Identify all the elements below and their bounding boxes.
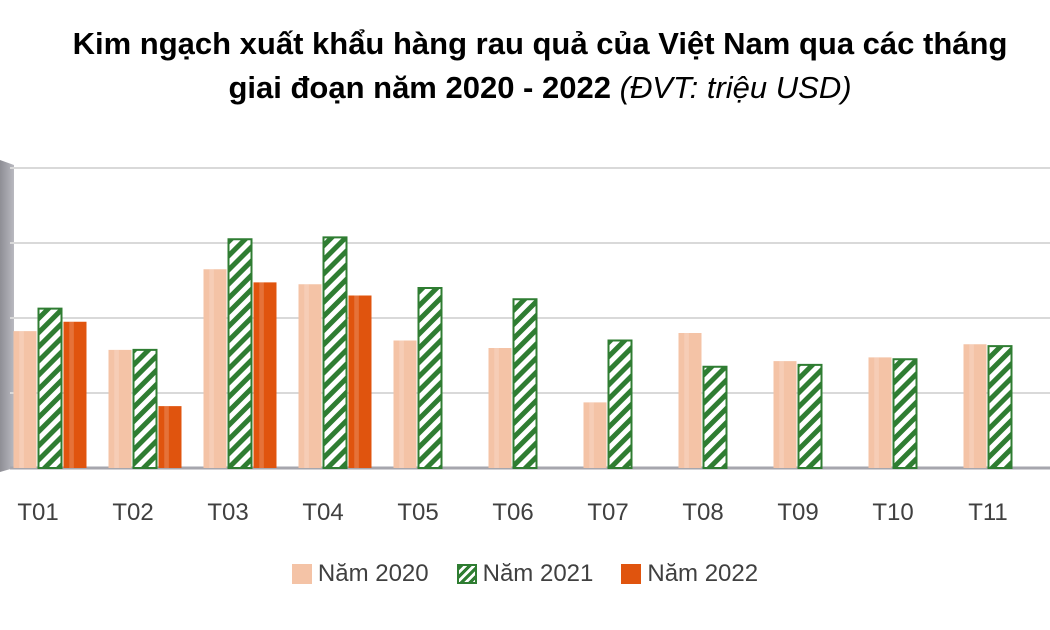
legend-swatch-2022 (621, 564, 642, 584)
bar-t10-2020 (868, 357, 892, 468)
bar-highlight (779, 361, 784, 468)
legend-label-2022: Năm 2022 (647, 560, 759, 587)
x-tick-label: T11 (968, 499, 1008, 526)
bar-t04-2020 (298, 284, 322, 468)
bar-t06-2021 (512, 298, 538, 469)
chart-back-wall (0, 160, 14, 472)
bar-highlight (164, 406, 169, 468)
bar-highlight (874, 357, 879, 468)
bar-t10-2021 (892, 358, 918, 469)
bar-t09-2020 (773, 361, 797, 468)
bar-t06-2020 (488, 348, 512, 468)
chart-title-unit: (ĐVT: triệu USD) (619, 70, 852, 105)
bar-t04-2022 (348, 295, 372, 468)
x-tick-label: T04 (302, 499, 343, 526)
chart-title-line2: giai đoạn năm 2020 - 2022 (ĐVT: triệu US… (0, 66, 1050, 110)
x-axis-labels: T01 T02 T03 T04 T05 T06 T07 T08 T09 T10 T11 (17, 499, 1007, 526)
bar-t07-2020 (583, 402, 607, 468)
bar-t05-2021 (417, 287, 443, 469)
legend-item-2022: Năm 2022 (621, 560, 758, 588)
bar-highlight (19, 331, 24, 468)
x-tick-label: T05 (397, 499, 438, 526)
bar-highlight (589, 402, 594, 468)
bars-group (13, 236, 1013, 469)
x-tick-label: T09 (777, 499, 818, 526)
wall-side (0, 160, 14, 472)
bar-highlight (969, 344, 974, 468)
bar-t08-2021 (702, 365, 728, 469)
x-tick-label: T02 (112, 499, 153, 526)
bar-highlight (354, 295, 359, 468)
legend-item-2020: Năm 2020 (291, 560, 429, 588)
bar-t11-2021 (987, 345, 1013, 469)
bar-highlight (399, 340, 404, 468)
chart-title: Kim ngạch xuất khẩu hàng rau quả của Việ… (0, 22, 1050, 110)
legend: Năm 2020 Năm 2021 Năm 2022 (0, 560, 1050, 588)
x-tick-label: T10 (872, 499, 913, 526)
legend-swatch-2020 (291, 564, 312, 584)
legend-label-2020: Năm 2020 (317, 560, 429, 587)
bar-t03-2020 (203, 269, 227, 468)
legend-label-2021: Năm 2021 (482, 560, 594, 587)
bar-t02-2022 (158, 406, 182, 468)
bar-t01-2022 (63, 321, 87, 468)
x-tick-label: T01 (17, 499, 58, 526)
x-tick-label: T06 (492, 499, 533, 526)
legend-item-2021: Năm 2021 (456, 560, 594, 588)
bar-highlight (684, 333, 689, 468)
bar-t08-2020 (678, 333, 702, 468)
bar-t01-2020 (13, 331, 37, 468)
bar-t05-2020 (393, 340, 417, 468)
bar-t07-2021 (607, 339, 633, 469)
bar-highlight (494, 348, 499, 468)
bar-t11-2020 (963, 344, 987, 468)
bar-highlight (209, 269, 214, 468)
x-tick-label: T08 (682, 499, 723, 526)
bar-t09-2021 (797, 363, 823, 469)
bar-t02-2021 (132, 348, 158, 469)
bar-t03-2021 (227, 238, 253, 469)
chart-title-line1: Kim ngạch xuất khẩu hàng rau quả của Việ… (72, 26, 1008, 61)
bar-t03-2022 (253, 282, 277, 468)
bar-highlight (69, 321, 74, 468)
bar-t02-2020 (108, 349, 132, 468)
x-tick-label: T03 (207, 499, 248, 526)
bar-t04-2021 (322, 236, 348, 469)
bar-highlight (304, 284, 309, 468)
chart-title-period: giai đoạn năm 2020 - 2022 (228, 70, 611, 105)
legend-swatch-2021 (456, 564, 477, 584)
bar-highlight (259, 282, 264, 468)
x-tick-label: T07 (587, 499, 628, 526)
bar-t01-2021 (37, 307, 63, 469)
bar-highlight (114, 349, 119, 468)
